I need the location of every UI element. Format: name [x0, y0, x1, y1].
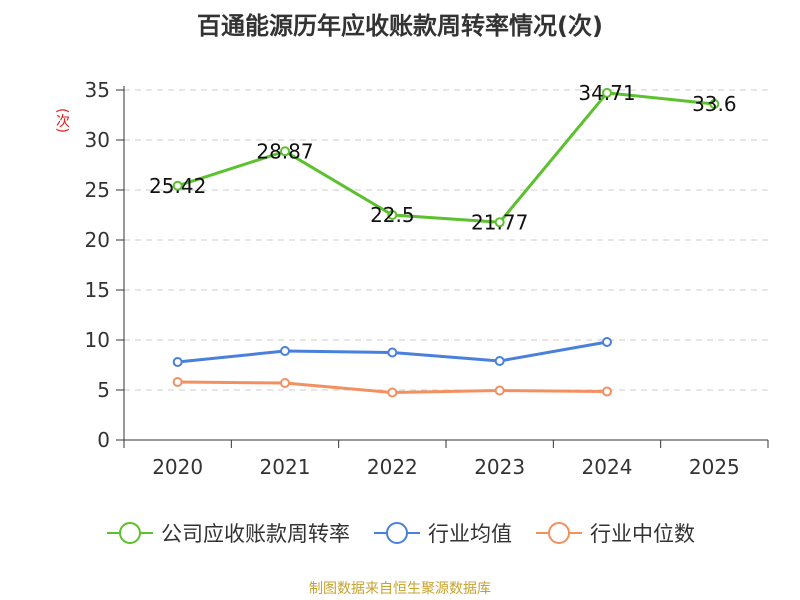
y-tick-label: 10: [85, 328, 110, 352]
legend-marker-circle: [119, 522, 141, 544]
y-tick-label: 5: [97, 378, 110, 402]
legend-item[interactable]: 行业均值: [372, 518, 512, 548]
x-tick-label: 2021: [260, 455, 311, 479]
legend-item[interactable]: 公司应收账款周转率: [105, 518, 350, 548]
data-label: 34.71: [578, 81, 635, 105]
legend-label: 公司应收账款周转率: [161, 522, 350, 546]
data-point: [494, 385, 505, 396]
x-tick-label: 2022: [367, 455, 418, 479]
data-label: 22.5: [370, 203, 415, 227]
data-label: 21.77: [471, 210, 528, 234]
data-label: 25.42: [149, 174, 206, 198]
source-note: 制图数据来自恒生聚源数据库: [309, 581, 491, 597]
y-tick-label: 0: [97, 428, 110, 452]
legend-marker-circle: [548, 522, 570, 544]
data-point: [280, 378, 290, 388]
y-tick-label: 20: [85, 228, 110, 252]
legend-marker-circle: [386, 522, 408, 544]
data-point: [387, 387, 398, 398]
data-point: [172, 357, 183, 367]
legend-marker: [107, 522, 153, 544]
legend: 公司应收账款周转率 行业均值 行业中位数: [0, 518, 800, 548]
data-point: [602, 337, 612, 347]
x-tick-label: 2023: [474, 455, 525, 479]
data-point: [387, 210, 398, 220]
legend-label: 行业均值: [428, 522, 512, 546]
data-point: [172, 180, 183, 191]
series-line: [177, 91, 715, 224]
x-tick-label: 2024: [582, 455, 633, 479]
legend-marker: [536, 522, 582, 544]
y-tick-label: 25: [85, 178, 110, 202]
data-point: [387, 347, 398, 358]
y-tick-label: 15: [85, 278, 110, 302]
legend-label: 行业中位数: [590, 522, 695, 546]
data-point: [602, 386, 612, 397]
x-tick-label: 2025: [689, 455, 740, 479]
chart-title: 百通能源历年应收账款周转率情况(次): [197, 12, 603, 40]
data-label: 28.87: [256, 139, 313, 163]
y-axis-label: (次): [54, 108, 70, 133]
y-tick-label: 30: [85, 128, 110, 152]
data-point: [494, 217, 505, 228]
data-point: [602, 87, 612, 98]
x-tick-label: 2020: [152, 455, 203, 479]
data-point: [172, 377, 183, 387]
data-point: [494, 356, 505, 366]
y-tick-label: 35: [85, 78, 110, 102]
data-point: [280, 146, 290, 157]
legend-item[interactable]: 行业中位数: [534, 518, 695, 548]
data-point: [280, 346, 290, 356]
data-label: 33.6: [692, 92, 737, 116]
legend-marker: [374, 522, 420, 544]
data-point: [709, 99, 720, 109]
